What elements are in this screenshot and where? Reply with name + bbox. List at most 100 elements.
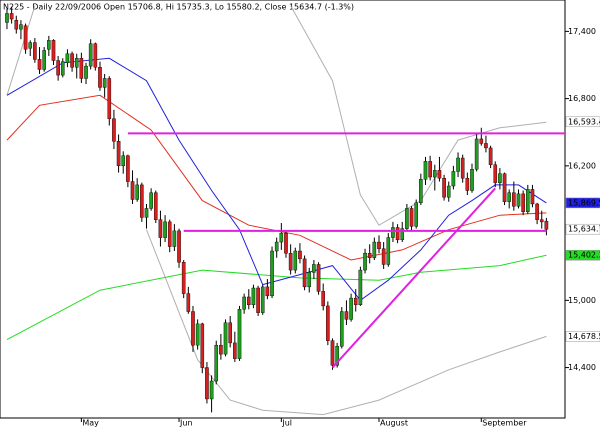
candle-body xyxy=(470,169,474,191)
candle-body xyxy=(126,155,130,182)
candle-body xyxy=(512,192,516,207)
candle-body xyxy=(488,147,493,165)
candle-body xyxy=(344,311,349,320)
candle-body xyxy=(358,269,363,306)
y-tick-label: 17,400 xyxy=(568,27,596,36)
candle-body xyxy=(432,170,437,178)
candle-body xyxy=(246,296,251,306)
candle-body xyxy=(107,78,112,119)
candle-body xyxy=(37,59,42,70)
price-label: 15,869.5 xyxy=(568,198,600,207)
candle-body xyxy=(65,53,70,63)
candle-body xyxy=(521,193,525,213)
candle-body xyxy=(177,230,181,263)
candle-body xyxy=(474,138,479,170)
y-tick-label: 16,800 xyxy=(568,94,596,103)
candle-body xyxy=(219,344,223,355)
x-tick-label: August xyxy=(380,419,408,427)
candle-body xyxy=(270,250,274,297)
candle-body xyxy=(42,50,46,70)
candle-body xyxy=(302,258,307,288)
candle-body xyxy=(437,170,442,179)
candle-body xyxy=(191,311,195,346)
price-label-box xyxy=(565,197,600,209)
candle-body xyxy=(14,19,19,30)
candle-body xyxy=(316,264,321,292)
candle-body xyxy=(381,248,386,265)
candle-body xyxy=(112,118,116,142)
x-tick-label: Jul xyxy=(281,419,292,427)
y-tick-label: 14,400 xyxy=(568,363,596,372)
candle-body xyxy=(353,297,358,306)
candle-body xyxy=(149,192,153,209)
candle-body xyxy=(130,181,135,200)
candle-body xyxy=(242,296,246,310)
candle-body xyxy=(386,237,391,265)
candle-body xyxy=(516,193,521,207)
candle-body xyxy=(223,322,228,355)
candle-body xyxy=(209,380,214,400)
price-label-box xyxy=(565,223,600,235)
candle-body xyxy=(456,157,460,172)
candle-body xyxy=(135,184,139,200)
plot-frame xyxy=(0,0,566,419)
price-label: 15,402.3 xyxy=(568,251,600,260)
candle-body xyxy=(288,253,293,271)
candle-body xyxy=(84,65,88,79)
candle-body xyxy=(121,155,126,167)
candle-body xyxy=(19,24,23,30)
candle-body xyxy=(214,344,219,382)
candle-body xyxy=(158,219,163,238)
candle-body xyxy=(116,141,121,167)
candle-body xyxy=(172,230,177,247)
candle-body xyxy=(9,13,14,20)
indicator-line xyxy=(6,254,547,341)
candle-body xyxy=(493,164,498,183)
candle-body xyxy=(414,202,418,227)
candle-body xyxy=(465,177,470,191)
candle-body xyxy=(251,287,256,306)
candle-body xyxy=(23,25,28,50)
candle-body xyxy=(153,192,158,220)
candle-body xyxy=(363,253,367,271)
candle-body xyxy=(423,161,428,180)
candle-body xyxy=(88,43,93,67)
candle-body xyxy=(298,250,302,260)
x-tick-label: Jun xyxy=(179,419,193,427)
candle-body xyxy=(140,184,144,218)
candle-body xyxy=(47,40,51,50)
candle-body xyxy=(186,293,191,312)
candle-body xyxy=(446,185,451,198)
candle-body xyxy=(167,221,172,247)
candle-body xyxy=(274,241,279,252)
candle-body xyxy=(233,342,237,359)
candle-body xyxy=(377,241,381,249)
candle-body xyxy=(51,40,56,61)
candle-body xyxy=(525,189,530,213)
indicator-line xyxy=(6,57,547,301)
candle-body xyxy=(498,173,502,183)
candle-body xyxy=(349,297,353,320)
candle-body xyxy=(539,219,544,223)
y-tick-label: 15,000 xyxy=(568,296,596,305)
price-label-box xyxy=(565,249,600,261)
candle-body xyxy=(195,323,200,346)
candle-body xyxy=(74,58,79,68)
candle-body xyxy=(507,192,511,202)
candle-body xyxy=(33,42,37,60)
indicator-line xyxy=(6,5,547,226)
candle-body xyxy=(60,61,65,76)
candle-body xyxy=(372,241,377,258)
x-tick-label: September xyxy=(482,419,527,427)
candle-body xyxy=(484,143,488,149)
price-label: 14,678.5 xyxy=(568,332,600,341)
candle-body xyxy=(451,171,456,187)
candle-body xyxy=(442,177,446,198)
candle-body xyxy=(530,189,535,205)
candle-body xyxy=(367,253,372,258)
price-label: 15,634.7 xyxy=(568,225,600,234)
candle-body xyxy=(265,286,270,297)
candle-body xyxy=(163,221,167,238)
candle-body xyxy=(330,340,335,366)
candle-body xyxy=(284,232,288,254)
